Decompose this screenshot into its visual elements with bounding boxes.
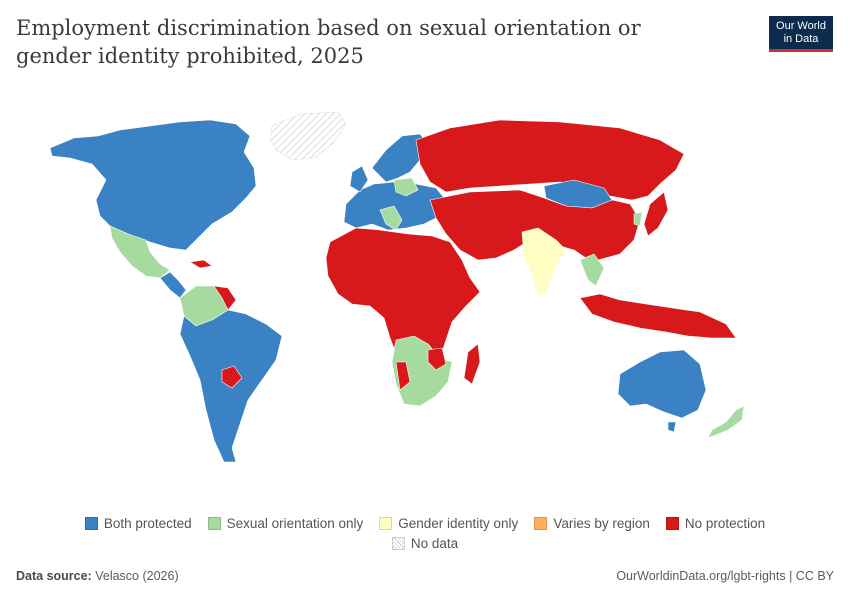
- region-madagascar[interactable]: [463, 343, 481, 385]
- region-taiwan-korea[interactable]: [633, 211, 643, 227]
- region-russia[interactable]: [415, 119, 685, 201]
- region-maritime-southeast-asia[interactable]: [579, 293, 737, 339]
- region-caribbean[interactable]: [189, 259, 213, 269]
- region-paraguay[interactable]: [221, 365, 243, 389]
- legend-item-both[interactable]: Both protected: [84, 516, 192, 531]
- world-map[interactable]: [0, 100, 850, 490]
- region-greenland[interactable]: [269, 111, 347, 161]
- legend-item-sexual-orientation[interactable]: Sexual orientation only: [207, 516, 363, 531]
- owid-url[interactable]: OurWorldinData.org/lgbt-rights | CC BY: [616, 569, 834, 583]
- region-central-europe-partial[interactable]: [393, 177, 419, 197]
- region-new-zealand[interactable]: [707, 405, 745, 439]
- legend-item-no-protection[interactable]: No protection: [665, 516, 765, 531]
- region-balkans[interactable]: [379, 205, 403, 231]
- region-japan[interactable]: [643, 191, 669, 237]
- region-north-america[interactable]: [49, 119, 257, 251]
- region-british-isles[interactable]: [349, 165, 369, 193]
- legend-swatch-gender-identity: [379, 517, 393, 530]
- data-source: Data source: Velasco (2026): [16, 569, 179, 583]
- data-source-link[interactable]: Velasco (2026): [95, 569, 179, 583]
- region-australia[interactable]: [617, 349, 707, 419]
- region-namibia[interactable]: [395, 361, 411, 391]
- legend-swatch-no-data: [391, 537, 405, 550]
- region-central-america[interactable]: [159, 271, 187, 299]
- legend-item-no-data[interactable]: No data: [391, 536, 458, 551]
- map-legend: Both protected Sexual orientation only G…: [0, 514, 850, 553]
- region-mexico[interactable]: [109, 225, 171, 279]
- region-tasmania[interactable]: [667, 421, 677, 433]
- legend-item-varies[interactable]: Varies by region: [534, 516, 650, 531]
- legend-swatch-sexual-orientation: [207, 517, 221, 530]
- region-africa-south[interactable]: [391, 335, 453, 407]
- owid-logo[interactable]: Our World in Data: [769, 16, 833, 52]
- region-zimbabwe-mozambique[interactable]: [427, 347, 447, 371]
- legend-item-gender-identity[interactable]: Gender identity only: [379, 516, 518, 531]
- chart-title: Employment discrimination based on sexua…: [16, 16, 641, 68]
- legend-swatch-varies: [534, 517, 548, 530]
- region-india[interactable]: [521, 227, 567, 297]
- legend-swatch-no-protection: [665, 517, 679, 530]
- region-southeast-asia[interactable]: [579, 253, 605, 287]
- region-venezuela-guyana[interactable]: [213, 285, 237, 311]
- legend-swatch-both: [84, 517, 98, 530]
